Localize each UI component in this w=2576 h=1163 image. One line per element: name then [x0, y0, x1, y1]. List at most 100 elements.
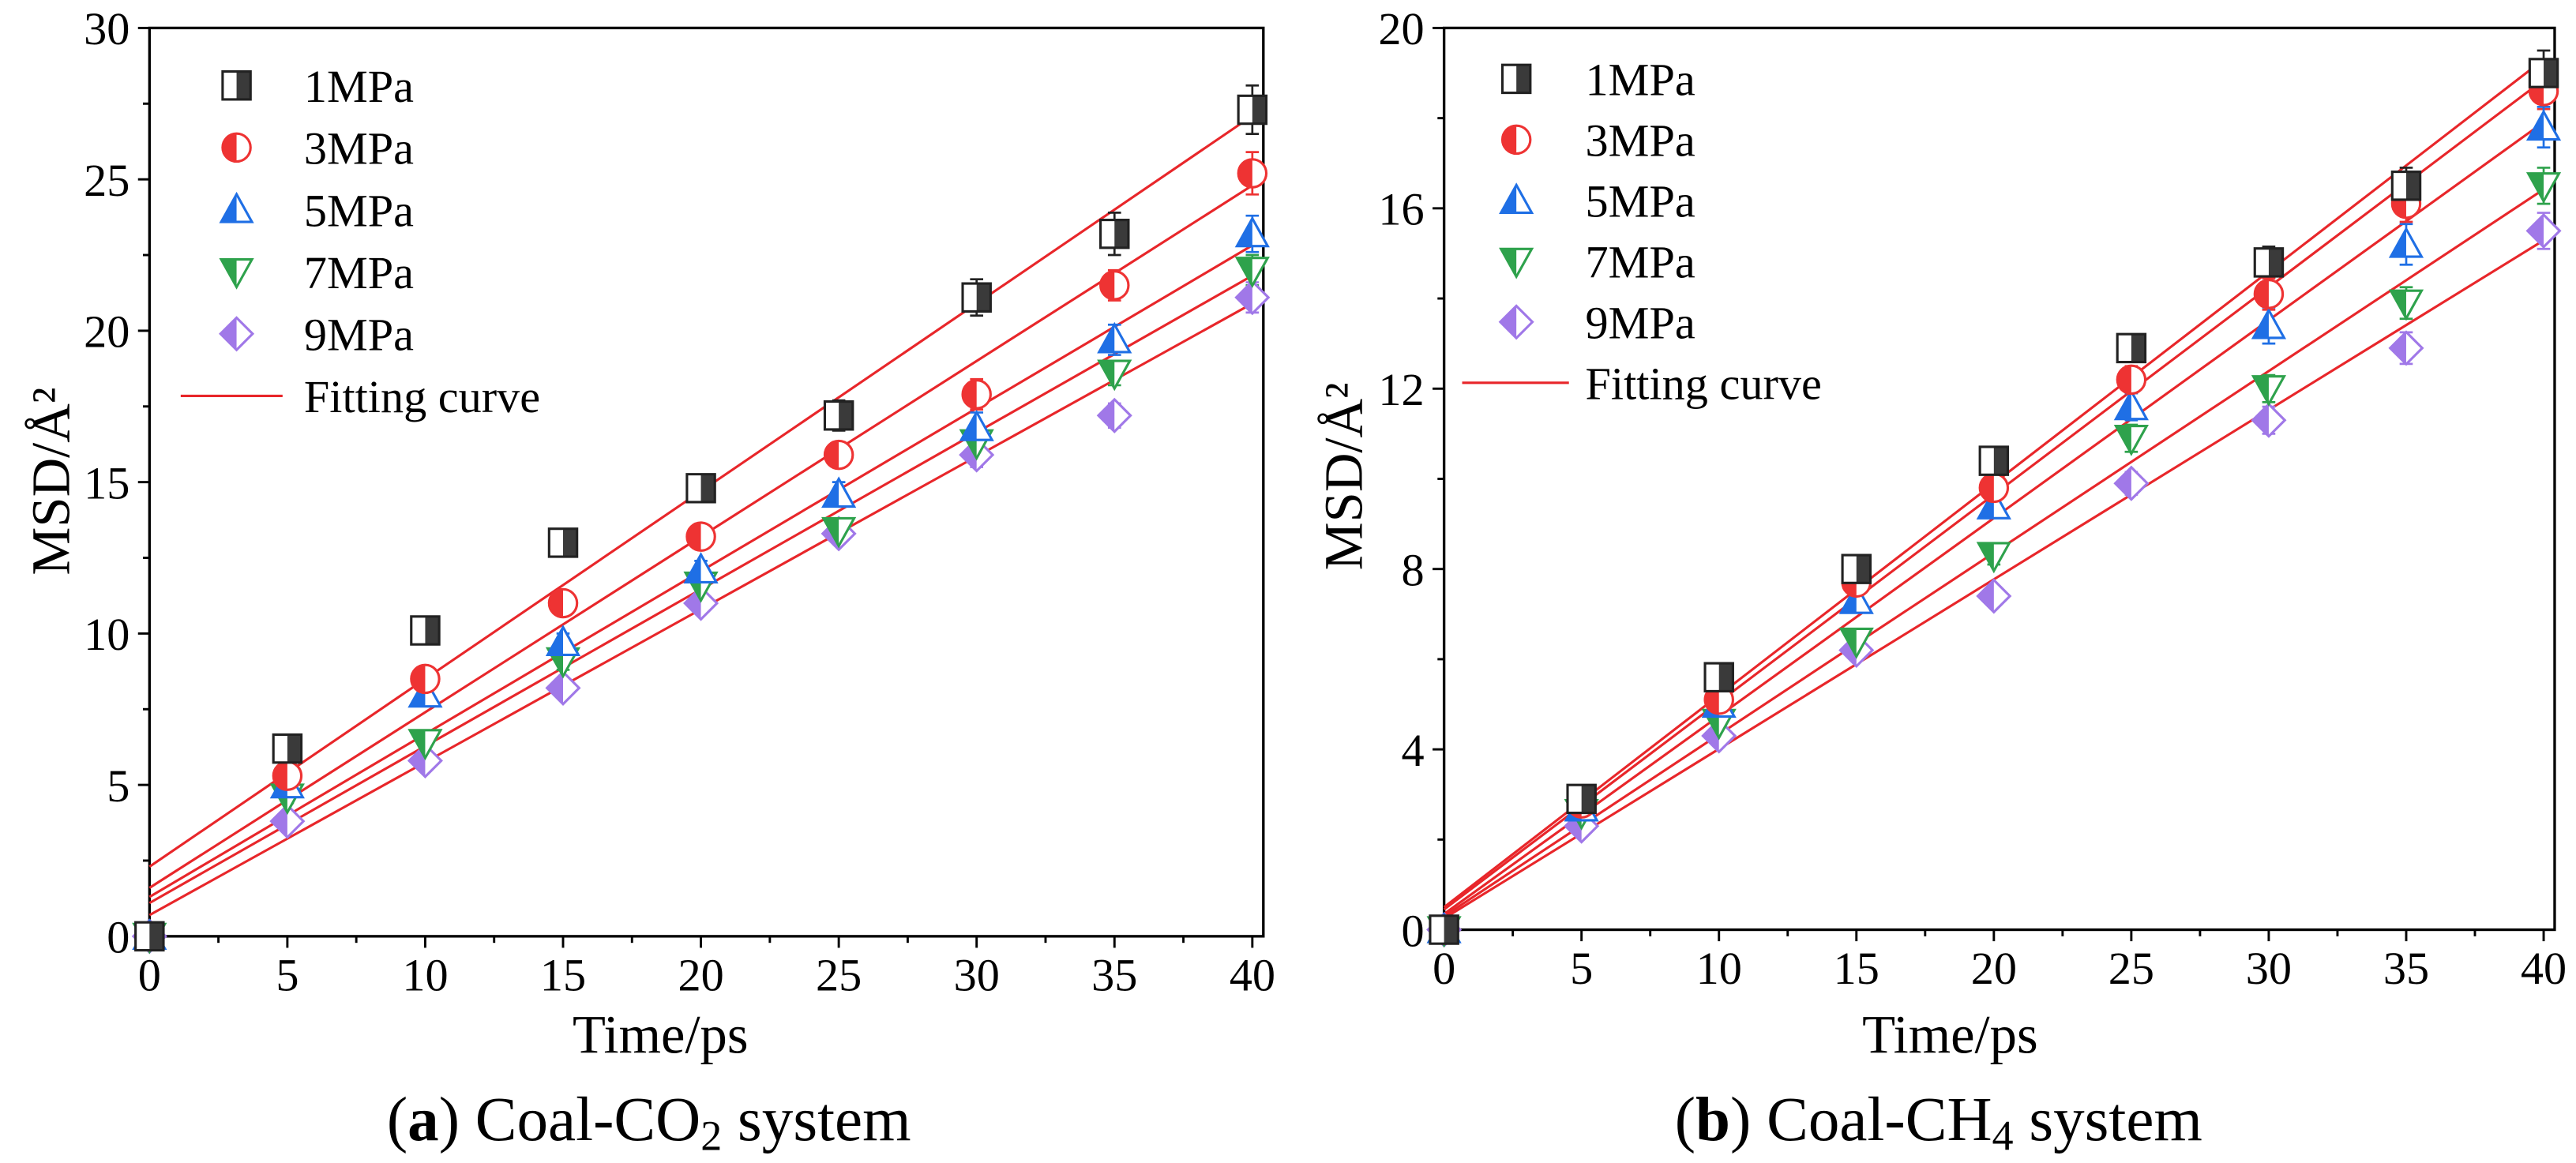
caption-tail: system	[722, 1086, 911, 1154]
marker-half-fill	[1705, 685, 1719, 714]
marker-half-fill	[686, 522, 701, 551]
marker-half-fill	[2544, 58, 2558, 88]
point-1MPa-5	[823, 400, 854, 431]
marker-outline	[1099, 270, 1130, 301]
point-1MPa-1	[272, 733, 303, 764]
marker-half-fill	[546, 672, 564, 704]
marker-half-fill	[149, 922, 163, 951]
marker-outline	[683, 552, 719, 583]
point-3MPa-7	[1099, 270, 1130, 301]
point-7MPa-7	[1097, 359, 1132, 392]
x-tick-label: 35	[1091, 950, 1137, 1001]
marker-half-fill	[271, 805, 287, 838]
marker-outline	[410, 615, 441, 646]
marker-outline	[2525, 172, 2562, 204]
y-tick-label: 12	[1378, 364, 1424, 415]
caption-label: a	[407, 1086, 439, 1154]
legend-marker-3MPa	[1500, 124, 1532, 156]
marker-outline	[221, 69, 252, 101]
marker-half-fill	[2268, 248, 2283, 277]
marker-half-fill	[1856, 555, 1871, 583]
marker-half-fill	[220, 317, 237, 351]
y-tick-label: 30	[84, 3, 130, 54]
point-7MPa-6	[2251, 375, 2287, 407]
marker-outline	[1500, 124, 1532, 156]
legend: 1MPa 3MPa 5MPa 7MPa 9MPa Fitting curve	[1462, 54, 1822, 410]
marker-outline	[272, 760, 303, 791]
marker-outline	[1500, 63, 1532, 95]
point-5MPa-8	[2525, 109, 2562, 141]
caption-label: b	[1695, 1086, 1730, 1154]
point-5MPa-8	[1234, 216, 1270, 248]
legend-fit-label: Fitting curve	[304, 371, 540, 422]
point-9MPa-1	[269, 803, 306, 839]
legend-label-7MPa: 7MPa	[304, 247, 414, 298]
marker-outline	[2113, 465, 2150, 501]
legend-label-3MPa: 3MPa	[304, 123, 414, 174]
point-9MPa-3	[545, 670, 581, 706]
point-1MPa-8	[1237, 94, 1268, 126]
point-5MPa-7	[2388, 226, 2424, 258]
x-tick-label: 25	[2108, 943, 2154, 994]
marker-half-fill	[1516, 65, 1530, 93]
marker-half-fill	[1252, 96, 1267, 124]
legend-label-3MPa: 3MPa	[1586, 115, 1695, 167]
x-tick-label: 15	[540, 950, 586, 1001]
point-5MPa-7	[1097, 321, 1132, 354]
marker-outline	[1499, 182, 1534, 214]
y-tick-label: 8	[1402, 544, 1425, 595]
marker-outline	[545, 670, 581, 706]
marker-outline	[1097, 321, 1132, 354]
legend-marker-3MPa	[221, 132, 252, 163]
chart-a-coal-co2: 0 5 10 15 20 25 30 35 40 0 5 10 15 20 25 30 Time/ps MSD/Å…	[21, 3, 1275, 1159]
x-tick-label: 35	[2383, 943, 2429, 994]
marker-outline	[2390, 171, 2422, 201]
marker-half-fill	[409, 678, 426, 707]
point-1MPa-5	[2116, 332, 2147, 364]
point-5MPa-4	[1976, 488, 2011, 520]
marker-outline	[1234, 257, 1270, 288]
marker-outline	[2525, 212, 2562, 249]
point-5MPa-6	[959, 409, 994, 441]
point-3MPa-4	[1978, 472, 2010, 504]
x-axis-title: Time/ps	[1862, 1005, 2038, 1065]
marker-outline	[961, 282, 992, 313]
point-5MPa-5	[2113, 388, 2149, 421]
marker-half-fill	[1098, 361, 1115, 389]
marker-outline	[221, 132, 252, 163]
caption-open-paren: (	[1675, 1086, 1695, 1154]
point-7MPa-4	[1976, 542, 2011, 574]
marker-outline	[1234, 279, 1271, 316]
marker-outline	[1838, 632, 1875, 669]
point-3MPa-3	[547, 587, 579, 619]
legend-label-5MPa: 5MPa	[304, 185, 414, 236]
marker-half-fill	[2390, 229, 2406, 257]
point-3MPa-5	[823, 439, 854, 471]
point-5MPa-4	[683, 552, 719, 583]
point-9MPa-8	[2525, 212, 2562, 249]
point-9MPa-4	[1976, 578, 2012, 614]
marker-outline	[2253, 247, 2285, 278]
marker-half-fill	[1502, 126, 1517, 154]
caption-open-paren: (	[387, 1086, 407, 1154]
marker-half-fill	[1236, 281, 1252, 314]
marker-outline	[407, 742, 443, 778]
point-9MPa-7	[1096, 397, 1132, 433]
x-tick-label: 10	[402, 950, 448, 1001]
marker-half-fill	[1581, 785, 1596, 813]
point-1MPa-4	[685, 473, 716, 504]
point-5MPa-3	[1838, 582, 1874, 614]
marker-outline	[959, 437, 995, 473]
marker-half-fill	[976, 283, 991, 312]
marker-half-fill	[1098, 399, 1115, 432]
point-9MPa-5	[2113, 465, 2150, 501]
marker-outline	[2113, 424, 2149, 456]
legend-label-9MPa: 9MPa	[1586, 298, 1695, 349]
marker-outline	[821, 476, 857, 508]
marker-half-fill	[1977, 580, 1994, 613]
legend-marker-5MPa	[1499, 182, 1534, 214]
point-5MPa-6	[2251, 307, 2287, 340]
x-tick-label: 5	[1570, 943, 1593, 994]
y-tick-label: 0	[107, 912, 130, 963]
